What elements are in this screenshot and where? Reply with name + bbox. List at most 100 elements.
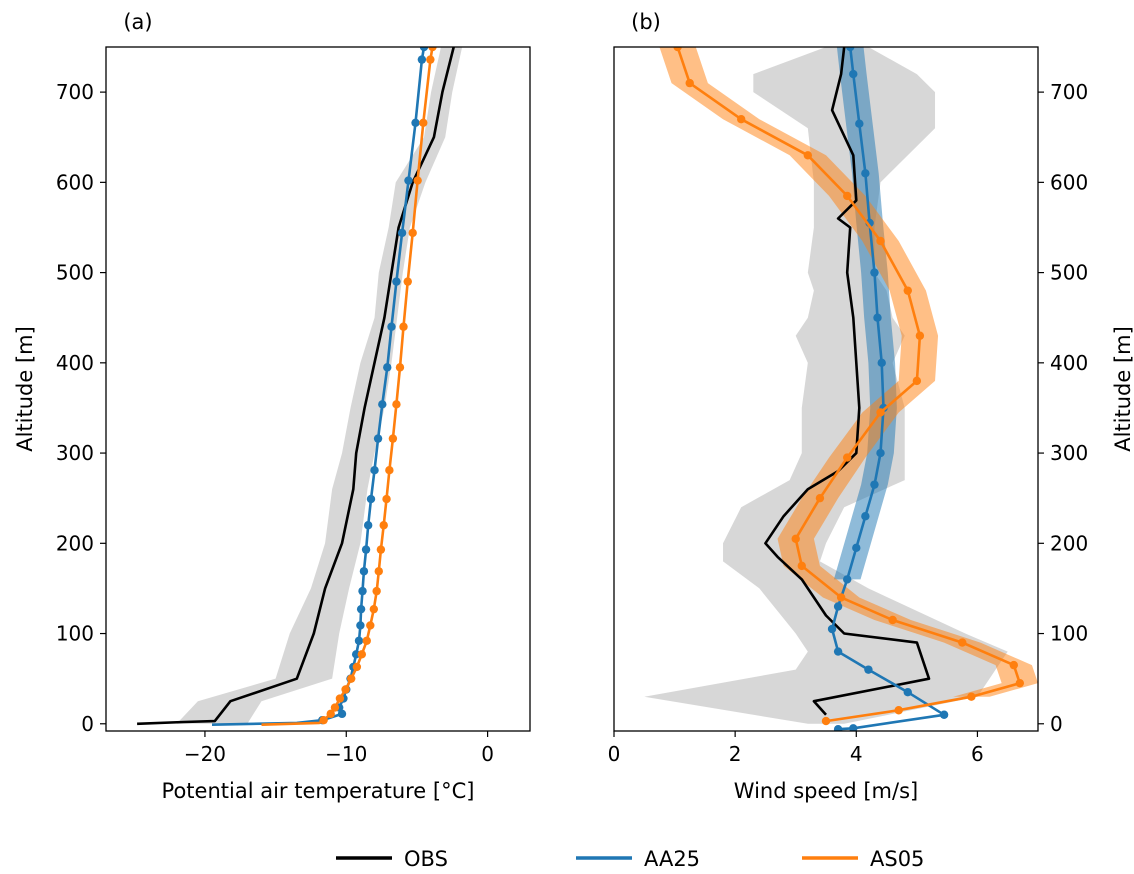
- data-point-as05: [791, 534, 800, 543]
- data-point-aa25: [827, 624, 837, 634]
- legend-label: OBS: [404, 847, 448, 871]
- panel-label: (b): [631, 10, 661, 34]
- plot-area: [137, 47, 463, 726]
- x-tick-label: 0: [608, 742, 621, 766]
- data-point-as05: [319, 715, 328, 725]
- data-point-aa25: [337, 709, 347, 719]
- x-tick-label: −10: [325, 742, 367, 766]
- x-tick-label: 6: [971, 742, 984, 766]
- data-point-aa25: [366, 494, 376, 504]
- data-point-aa25: [373, 434, 383, 443]
- data-point-aa25: [378, 400, 387, 409]
- data-point-as05: [330, 703, 340, 712]
- data-point-as05: [803, 151, 813, 160]
- data-point-as05: [335, 694, 345, 703]
- uncertainty-band-obs: [644, 47, 1008, 724]
- y-axis-label: Altitude [m]: [1111, 326, 1134, 452]
- y-tick-label: 500: [1050, 261, 1088, 285]
- data-point-aa25: [354, 636, 364, 645]
- y-tick-label: 0: [81, 712, 94, 736]
- data-point-as05: [888, 615, 897, 625]
- series-line-aa25: [830, 47, 946, 731]
- data-point-as05: [967, 692, 976, 701]
- data-point-as05: [797, 561, 806, 571]
- x-axis-label: Potential air temperature [°C]: [162, 779, 475, 803]
- y-tick-label: 100: [1050, 622, 1088, 646]
- data-point-as05: [1015, 678, 1025, 688]
- data-point-aa25: [392, 277, 401, 286]
- data-point-aa25: [397, 228, 407, 238]
- data-point-as05: [815, 493, 825, 503]
- data-point-as05: [836, 593, 846, 602]
- series-line-as05: [261, 47, 434, 726]
- data-point-aa25: [356, 621, 365, 630]
- legend: OBS AA25 AS05: [336, 847, 924, 871]
- data-point-aa25: [903, 687, 912, 697]
- x-tick-label: 4: [850, 742, 863, 766]
- y-axis-label: Altitude [m]: [13, 326, 37, 452]
- data-point-aa25: [363, 521, 373, 530]
- data-point-as05: [843, 453, 852, 462]
- data-point-as05: [408, 228, 417, 238]
- y-tick-label: 600: [56, 170, 94, 194]
- legend-label: AS05: [870, 847, 924, 871]
- series-line-obs: [764, 47, 931, 716]
- legend-label: AA25: [644, 847, 700, 871]
- y-tick-label: 500: [56, 261, 94, 285]
- data-point-as05: [912, 376, 922, 386]
- data-point-as05: [399, 322, 408, 331]
- data-point-as05: [388, 434, 398, 443]
- data-point-aa25: [876, 448, 885, 458]
- y-tick-label: 400: [56, 351, 94, 375]
- data-point-as05: [379, 521, 388, 530]
- data-point-as05: [385, 466, 394, 475]
- y-tick-label: 100: [56, 622, 94, 646]
- data-point-as05: [428, 47, 437, 52]
- data-point-as05: [419, 118, 428, 127]
- panel-label: (a): [123, 10, 152, 34]
- data-point-as05: [876, 236, 885, 246]
- data-point-aa25: [939, 710, 949, 719]
- data-point-as05: [958, 638, 967, 647]
- data-point-aa25: [356, 604, 366, 614]
- uncertainty-band-obs: [176, 47, 463, 724]
- data-point-as05: [392, 400, 401, 409]
- data-point-aa25: [404, 176, 413, 185]
- data-point-aa25: [417, 55, 427, 64]
- data-point-aa25: [833, 724, 843, 731]
- data-point-aa25: [358, 586, 367, 596]
- data-point-aa25: [849, 724, 858, 731]
- y-tick-label: 700: [1050, 80, 1088, 104]
- data-point-as05: [821, 716, 831, 726]
- data-point-aa25: [361, 545, 371, 554]
- data-point-as05: [369, 604, 379, 614]
- data-point-as05: [403, 277, 412, 286]
- data-point-as05: [1009, 660, 1018, 670]
- data-point-aa25: [411, 118, 420, 127]
- data-point-aa25: [855, 119, 864, 128]
- data-point-as05: [876, 408, 885, 417]
- y-tick-label: 0: [1050, 712, 1063, 736]
- x-tick-label: −20: [184, 742, 226, 766]
- axes-frame: [105, 46, 531, 732]
- data-point-as05: [413, 176, 422, 185]
- data-point-as05: [376, 545, 386, 554]
- x-axis-label: Wind speed [m/s]: [734, 779, 918, 803]
- data-point-as05: [362, 636, 371, 645]
- data-point-as05: [347, 674, 356, 683]
- data-point-aa25: [870, 268, 879, 277]
- data-point-aa25: [864, 665, 873, 674]
- data-point-as05: [894, 706, 903, 715]
- data-point-aa25: [852, 543, 861, 553]
- data-point-as05: [357, 650, 367, 659]
- data-point-as05: [673, 47, 682, 52]
- legend-entry-obs: OBS: [336, 847, 448, 871]
- data-point-aa25: [370, 466, 379, 475]
- data-point-as05: [903, 286, 912, 295]
- data-point-aa25: [419, 47, 429, 52]
- data-point-aa25: [873, 313, 882, 322]
- data-point-aa25: [846, 47, 855, 52]
- x-tick-label: 2: [729, 742, 742, 766]
- data-point-as05: [843, 191, 852, 201]
